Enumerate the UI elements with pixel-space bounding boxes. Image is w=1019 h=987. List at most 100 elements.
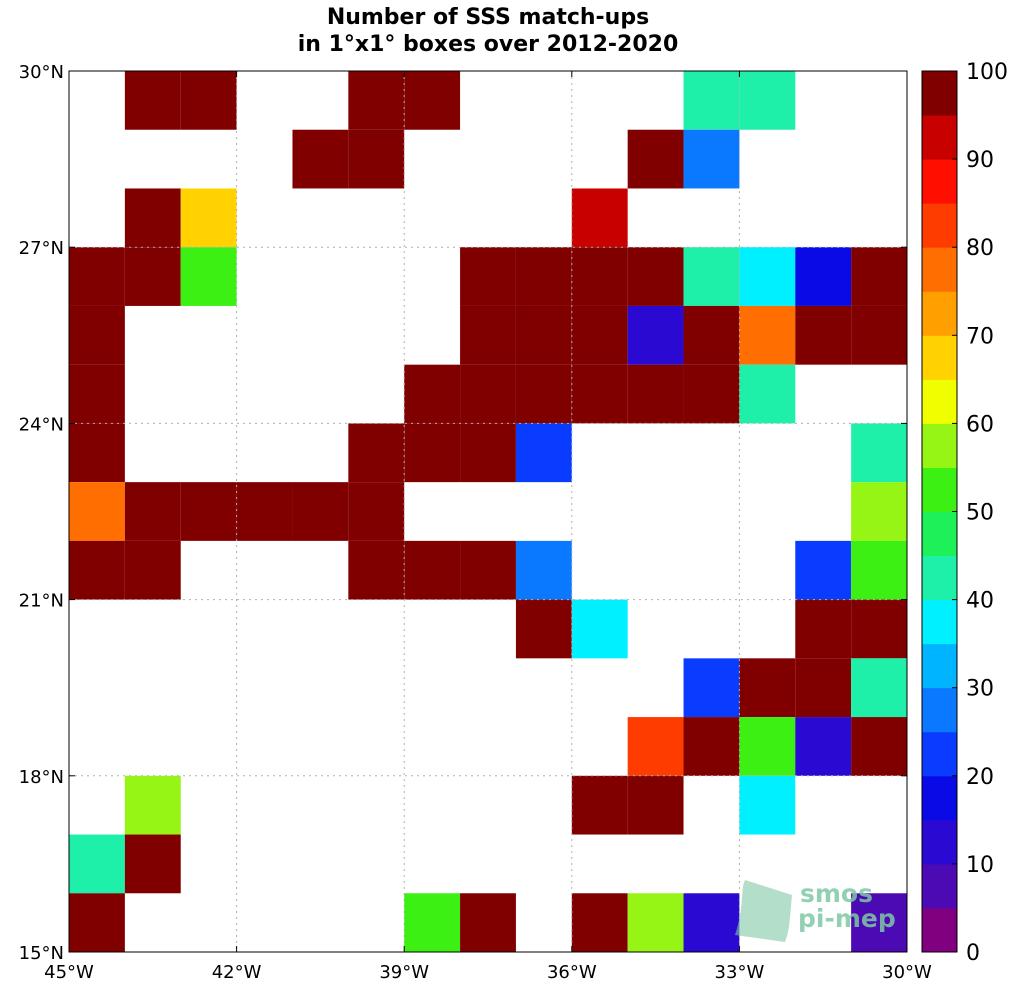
x-tick-label: 36°W xyxy=(547,962,597,983)
heatmap-cell xyxy=(571,599,628,659)
heatmap-cell xyxy=(124,247,181,306)
heatmap-cell xyxy=(69,247,125,306)
heatmap-cell xyxy=(180,482,237,541)
heatmap-cell xyxy=(124,188,181,248)
heatmap-cell xyxy=(460,364,516,424)
colorbar-swatch xyxy=(922,643,957,689)
heatmap-cell xyxy=(515,364,572,424)
colorbar-swatch xyxy=(922,775,957,821)
colorbar-swatch xyxy=(922,379,957,424)
colorbar-tick-label: 10 xyxy=(966,853,994,878)
heatmap-cell xyxy=(180,188,237,248)
x-tick-label: 45°W xyxy=(44,962,94,983)
colorbar-tick-label: 50 xyxy=(966,501,994,526)
y-tick-label: 30°N xyxy=(19,62,64,83)
heatmap-cell xyxy=(627,775,684,835)
heatmap-cell xyxy=(69,893,125,952)
heatmap-cell xyxy=(460,305,516,365)
heatmap-cell xyxy=(739,658,796,718)
heatmap-cell xyxy=(627,129,684,189)
heatmap-cell xyxy=(683,129,740,189)
heatmap-cell xyxy=(515,423,572,483)
heatmap-cell xyxy=(739,364,796,424)
heatmap-cell xyxy=(292,482,349,541)
heatmap-cell xyxy=(683,717,740,776)
heatmap-cell xyxy=(683,247,740,306)
colorbar-tick-label: 20 xyxy=(966,765,994,790)
heatmap-cell xyxy=(683,364,740,424)
heatmap-cell xyxy=(571,188,628,248)
y-tick-label: 15°N xyxy=(19,943,64,964)
heatmap-cell xyxy=(851,893,907,952)
heatmap-cell xyxy=(739,305,796,365)
heatmap-cell xyxy=(627,893,684,952)
heatmap-cell xyxy=(851,599,907,659)
heatmap-cell xyxy=(571,305,628,365)
y-tick-label: 21°N xyxy=(19,591,64,612)
colorbar-swatch xyxy=(922,907,957,953)
heatmap-cell xyxy=(683,305,740,365)
heatmap-cell xyxy=(69,305,125,365)
heatmap-cell xyxy=(515,540,572,600)
heatmap-cell xyxy=(851,423,907,483)
colorbar-swatch xyxy=(922,687,957,733)
heatmap-cell xyxy=(851,658,907,718)
colorbar-swatch xyxy=(922,555,957,601)
heatmap-cell xyxy=(404,423,461,483)
heatmap-cell xyxy=(739,775,796,835)
colorbar-swatch xyxy=(922,335,957,380)
heatmap-cell xyxy=(124,482,181,541)
colorbar-swatch xyxy=(922,203,957,248)
heatmap-cell xyxy=(571,893,628,952)
heatmap-cell xyxy=(460,540,516,600)
x-tick-label: 30°W xyxy=(882,962,932,983)
colorbar-swatch xyxy=(922,819,957,865)
colorbar-tick-label: 30 xyxy=(966,677,994,702)
colorbar-tick-label: 100 xyxy=(966,60,1008,85)
colorbar: 0 10 20 30 40 50 60 70 80 90 100 xyxy=(921,60,1008,966)
heatmap-cell xyxy=(851,247,907,306)
colorbar-swatch xyxy=(922,159,957,204)
heatmap-cell xyxy=(627,247,684,306)
smos-pi-mep-logo: smos pi-mep xyxy=(735,879,896,942)
heatmap-cell xyxy=(124,834,181,894)
grid-lines xyxy=(69,71,907,952)
heatmap-cell xyxy=(404,364,461,424)
heatmap-cell xyxy=(515,247,572,306)
heatmap-cell xyxy=(404,893,461,952)
heatmap-cell xyxy=(795,540,852,600)
colorbar-tick-label: 70 xyxy=(966,324,994,349)
heatmap-cell xyxy=(627,364,684,424)
heatmap-cell xyxy=(851,482,907,541)
axes: 45°W 42°W 39°W 36°W 33°W 30°W 30°N 27°N 24°N 21°N… xyxy=(19,62,932,983)
colorbar-swatch xyxy=(922,731,957,777)
heatmap-cell xyxy=(795,247,852,306)
heatmap-cell xyxy=(69,540,125,600)
y-tick-label: 27°N xyxy=(19,238,64,259)
heatmap-cell xyxy=(348,482,405,541)
colorbar-swatch xyxy=(922,423,957,468)
heatmap-cell xyxy=(851,540,907,600)
logo-line-1: smos xyxy=(800,879,873,908)
heatmap-cell xyxy=(124,71,181,130)
colorbar-tick-label: 90 xyxy=(966,148,994,173)
colorbar-swatch xyxy=(922,71,957,116)
y-tick-label: 24°N xyxy=(19,414,64,435)
heatmap-cell xyxy=(683,658,740,718)
logo-line-2: pi-mep xyxy=(798,904,896,933)
heatmap-cell xyxy=(348,129,405,189)
heatmap-cell xyxy=(292,129,349,189)
heatmap-cell xyxy=(515,599,572,659)
heatmap-cell xyxy=(460,247,516,306)
heatmap-cell xyxy=(348,423,405,483)
x-tick-label: 33°W xyxy=(715,962,765,983)
chart-title: Number of SSS match-ups in 1°x1° boxes o… xyxy=(0,4,976,58)
heatmap-cell xyxy=(851,717,907,776)
heatmap-cell xyxy=(348,540,405,600)
colorbar-swatch xyxy=(922,511,957,557)
heatmap-cell xyxy=(404,540,461,600)
heatmap-cell xyxy=(795,305,852,365)
heatmap-cell xyxy=(851,305,907,365)
heatmap-cell xyxy=(739,247,796,306)
colorbar-swatch xyxy=(922,247,957,292)
